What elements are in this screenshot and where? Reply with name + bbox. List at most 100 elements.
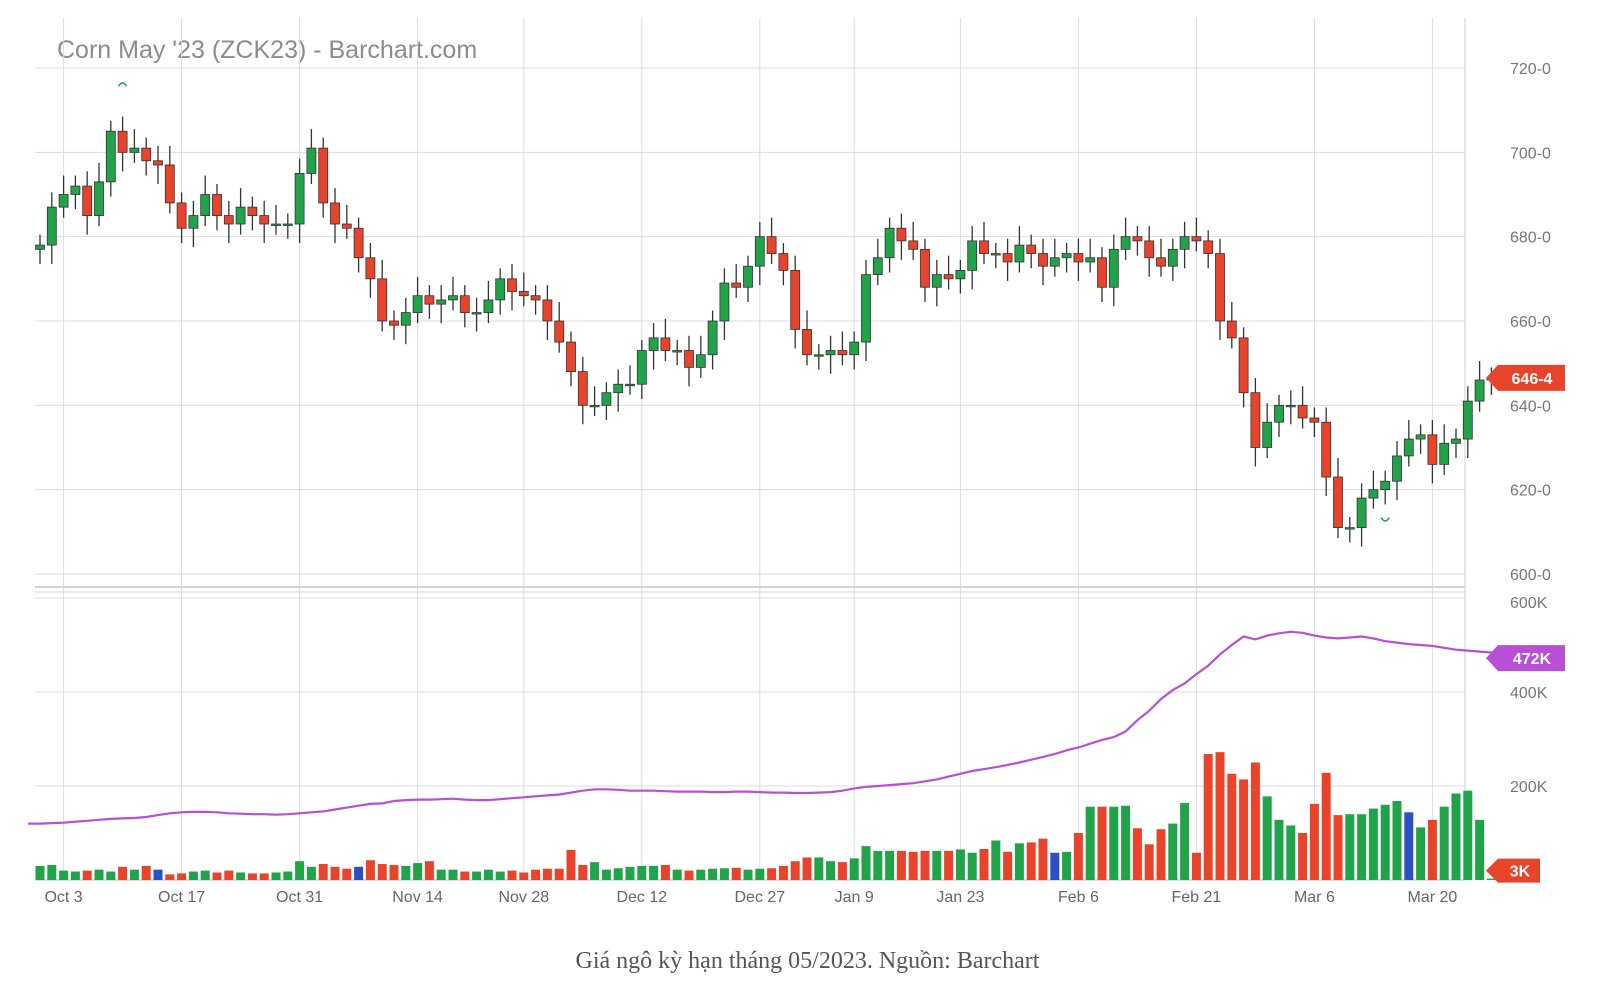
candle-body <box>896 227 907 242</box>
candle-body <box>1403 438 1414 457</box>
volume-bar <box>47 864 57 880</box>
candle-body <box>1061 253 1072 259</box>
volume-bar <box>944 850 954 880</box>
candle <box>613 369 624 412</box>
candle <box>660 318 671 362</box>
volume-bar <box>1109 806 1119 880</box>
candle <box>1179 221 1190 269</box>
volume-bar <box>519 872 529 880</box>
volume-bar <box>873 850 883 880</box>
candle-body <box>955 269 966 280</box>
volume-bar <box>601 869 611 880</box>
candle <box>377 259 388 332</box>
x-tick-label: Oct 31 <box>276 889 323 906</box>
candle <box>802 310 812 366</box>
candle-body <box>353 227 364 259</box>
volume-bar <box>1298 833 1308 880</box>
candle-body <box>1144 240 1155 259</box>
candle <box>1144 226 1155 277</box>
volume-bar <box>731 867 741 880</box>
candle-body <box>589 404 600 408</box>
candle <box>365 242 376 298</box>
candle <box>1156 238 1166 277</box>
candle <box>176 192 187 243</box>
volume-bar <box>1168 823 1178 880</box>
candle <box>1038 238 1048 286</box>
volume-bar <box>967 852 977 880</box>
candle <box>684 335 694 387</box>
avg-volume-badge <box>1486 645 1565 672</box>
volume-bar <box>1486 878 1496 880</box>
x-tick-label: Nov 28 <box>498 889 549 906</box>
candle-body <box>695 354 706 368</box>
candle <box>294 158 305 243</box>
volume-bar <box>165 874 175 880</box>
candle <box>424 285 435 319</box>
volume-bar <box>1404 812 1414 880</box>
volume-bar <box>814 857 824 880</box>
volume-tick-label: 200K <box>1510 779 1548 796</box>
candle-body <box>943 274 954 280</box>
candle <box>695 335 706 378</box>
candle-body <box>790 269 801 330</box>
candle-body <box>884 227 895 259</box>
volume-last-label: 3K <box>1510 864 1531 881</box>
candle <box>223 200 234 243</box>
candle-body <box>1451 438 1461 444</box>
volume-bar <box>306 866 316 880</box>
last-price-badge <box>1486 364 1565 391</box>
candle <box>707 310 718 370</box>
volume-bar <box>896 850 906 880</box>
candle-body <box>318 147 329 204</box>
volume-bar <box>483 869 493 880</box>
extremum-marker <box>1380 517 1390 522</box>
candle-body <box>1038 253 1048 267</box>
volume-bar <box>1392 801 1402 880</box>
candle <box>1002 238 1013 281</box>
candle-body <box>1215 253 1225 322</box>
candle <box>837 331 848 366</box>
candle <box>1085 238 1096 273</box>
candle-body <box>566 341 576 373</box>
candle <box>1297 386 1308 429</box>
volume-bar <box>920 850 930 880</box>
candle <box>1415 424 1426 454</box>
x-tick-label: Mar 20 <box>1408 889 1458 906</box>
candle <box>577 356 588 425</box>
candle <box>908 221 919 260</box>
volume-bar <box>436 869 446 880</box>
candle-body <box>82 185 93 216</box>
candle <box>46 192 57 265</box>
volume-bar <box>1250 762 1260 880</box>
candle <box>884 217 895 273</box>
volume-bar <box>70 871 80 880</box>
volume-bar <box>684 870 694 880</box>
volume-bar <box>1345 814 1355 880</box>
volume-bar <box>1321 772 1331 880</box>
candle-body <box>636 350 647 385</box>
volume-last-badge <box>1486 858 1540 883</box>
volume-bar <box>448 869 458 880</box>
volume-bar <box>1427 819 1437 880</box>
candle <box>483 280 494 324</box>
candle <box>1250 377 1261 467</box>
candle <box>648 323 659 370</box>
candle <box>1403 420 1414 467</box>
candle <box>601 382 612 421</box>
candle-body <box>967 240 978 271</box>
candle <box>931 259 942 307</box>
volume-bar <box>94 869 104 880</box>
candle <box>743 255 753 303</box>
candle-body <box>1462 400 1473 440</box>
volume-bar <box>1132 828 1142 880</box>
candle <box>825 335 836 374</box>
candle-body <box>1226 320 1237 339</box>
candle-body <box>1427 434 1438 465</box>
candle-body <box>648 337 659 351</box>
candle <box>990 242 1001 269</box>
candle <box>471 297 482 332</box>
candle-body <box>459 295 470 313</box>
candle <box>1097 247 1107 303</box>
volume-bar <box>1062 851 1072 880</box>
